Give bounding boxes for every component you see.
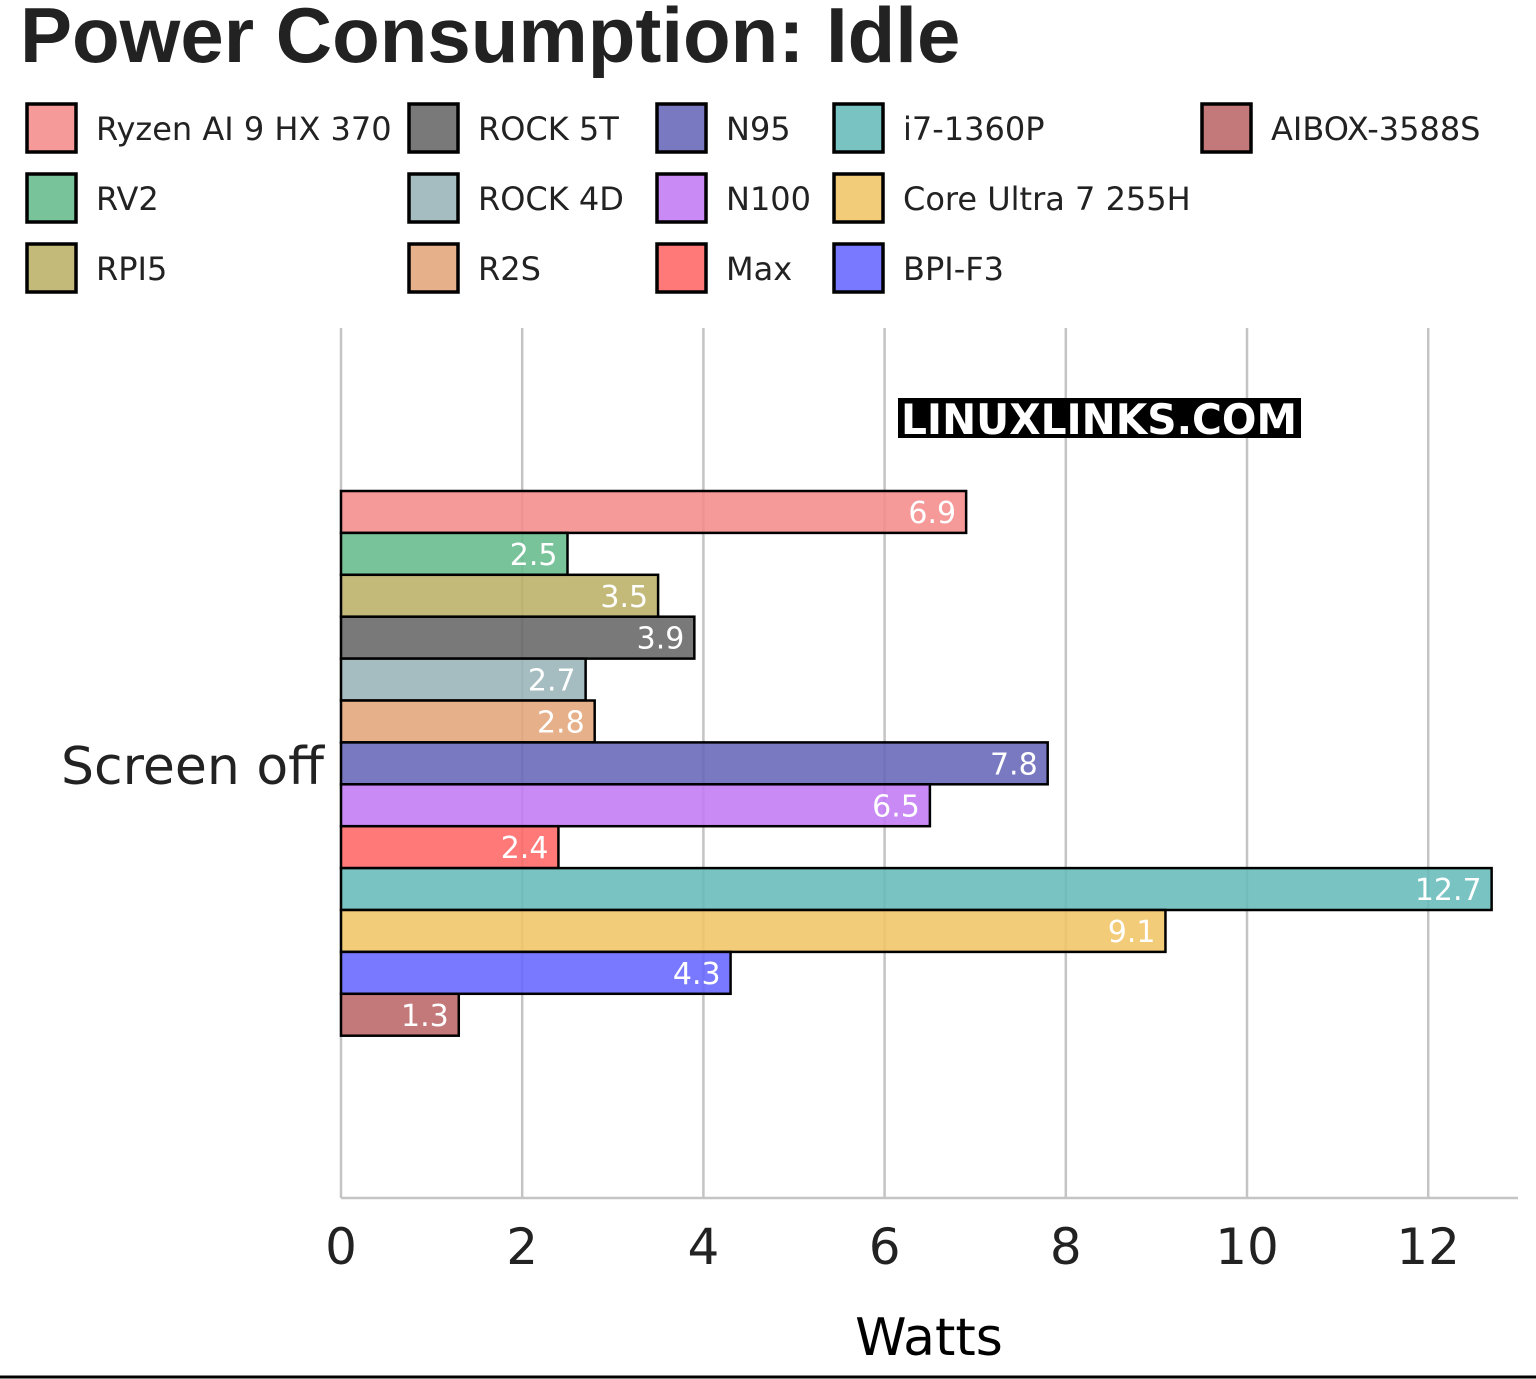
legend-item: Core Ultra 7 255H [832, 172, 1191, 224]
legend-item: RPI5 [25, 242, 167, 294]
bar-rock-5t [339, 615, 696, 660]
legend-swatch [407, 242, 460, 294]
legend-label: BPI-F3 [903, 250, 1004, 288]
bar-n95 [339, 741, 1049, 786]
x-tick-labels: 0 2 4 6 8 10 12 [325, 1218, 1460, 1276]
legend-item: BPI-F3 [832, 242, 1004, 294]
legend: Ryzen AI 9 HX 370 RV2 RPI5 ROCK 5T ROCK 4D R2… [25, 102, 1480, 294]
legend-swatch [407, 102, 460, 154]
legend-swatch [25, 172, 78, 224]
legend-swatch [655, 102, 708, 154]
x-axis-label: Watts [855, 1308, 1003, 1368]
legend-label: N95 [726, 110, 791, 148]
legend-item: ROCK 4D [407, 172, 624, 224]
data-label: 2.4 [501, 831, 549, 866]
data-label: 6.9 [908, 496, 956, 531]
data-label: 9.1 [1108, 915, 1156, 950]
legend-item: R2S [407, 242, 541, 294]
bar-aibox-3588s [339, 992, 461, 1037]
legend-item: ROCK 5T [407, 102, 619, 154]
legend-swatch [655, 172, 708, 224]
bar-rock-4d [339, 657, 587, 702]
x-tick-label: 0 [325, 1218, 357, 1276]
bar-core-ultra-7-255h [339, 908, 1167, 954]
legend-item: i7-1360P [832, 102, 1045, 154]
data-label: 3.5 [600, 580, 648, 615]
legend-label: AIBOX-3588S [1271, 110, 1480, 148]
legend-label: RV2 [96, 180, 159, 218]
legend-swatch [25, 102, 78, 154]
x-tick-label: 4 [687, 1218, 719, 1276]
legend-label: Ryzen AI 9 HX 370 [96, 110, 392, 148]
legend-label: Core Ultra 7 255H [903, 180, 1191, 218]
legend-item: Max [655, 242, 792, 294]
legend-swatch [832, 242, 885, 294]
legend-item: Ryzen AI 9 HX 370 [25, 102, 392, 154]
legend-item: RV2 [25, 172, 159, 224]
legend-item: AIBOX-3588S [1200, 102, 1480, 154]
legend-label: R2S [478, 250, 541, 288]
x-tick-label: 8 [1050, 1218, 1082, 1276]
legend-swatch [1200, 102, 1253, 154]
bar-bpi-f3 [339, 950, 732, 996]
data-label: 2.8 [537, 705, 585, 740]
bar-rv2 [339, 531, 569, 577]
bar-r2s [339, 699, 596, 744]
bar-i7-1360p [339, 866, 1493, 912]
category-label: Screen off [61, 737, 325, 797]
legend-swatch [832, 172, 885, 224]
data-label: 3.9 [637, 622, 685, 657]
x-tick-label: 12 [1396, 1218, 1460, 1276]
watermark: LINUXLINKS.COM [898, 395, 1301, 444]
legend-label: Max [726, 250, 792, 288]
legend-item: N95 [655, 102, 791, 154]
legend-label: RPI5 [96, 250, 167, 288]
data-label: 2.5 [510, 538, 558, 573]
bar-ryzen-ai-9-hx-370 [339, 489, 968, 535]
legend-swatch [655, 242, 708, 294]
legend-swatch [832, 102, 885, 154]
bar-max [339, 824, 560, 870]
data-label: 6.5 [872, 789, 920, 824]
legend-label: i7-1360P [903, 110, 1045, 148]
x-tick-label: 10 [1215, 1218, 1279, 1276]
legend-label: N100 [726, 180, 811, 218]
data-label: 12.7 [1415, 873, 1482, 908]
data-label: 7.8 [990, 747, 1038, 782]
bar-rpi5 [339, 573, 660, 618]
legend-label: ROCK 5T [478, 110, 619, 148]
chart-title: Power Consumption: Idle [20, 0, 960, 79]
legend-item: N100 [655, 172, 811, 224]
legend-swatch [25, 242, 78, 294]
legend-swatch [407, 172, 460, 224]
data-label: 2.7 [528, 664, 576, 699]
legend-label: ROCK 4D [478, 180, 624, 218]
x-tick-label: 2 [506, 1218, 538, 1276]
x-tick-label: 6 [869, 1218, 901, 1276]
data-label: 1.3 [401, 999, 449, 1034]
bar-n100 [339, 783, 932, 828]
bars: 6.9 2.5 3.5 3.9 2.7 2.8 7.8 6.5 2.4 12.7 9.1 4.3 1.3 [339, 489, 1493, 1037]
data-label: 4.3 [673, 957, 721, 992]
watermark-text: LINUXLINKS.COM [901, 395, 1297, 444]
